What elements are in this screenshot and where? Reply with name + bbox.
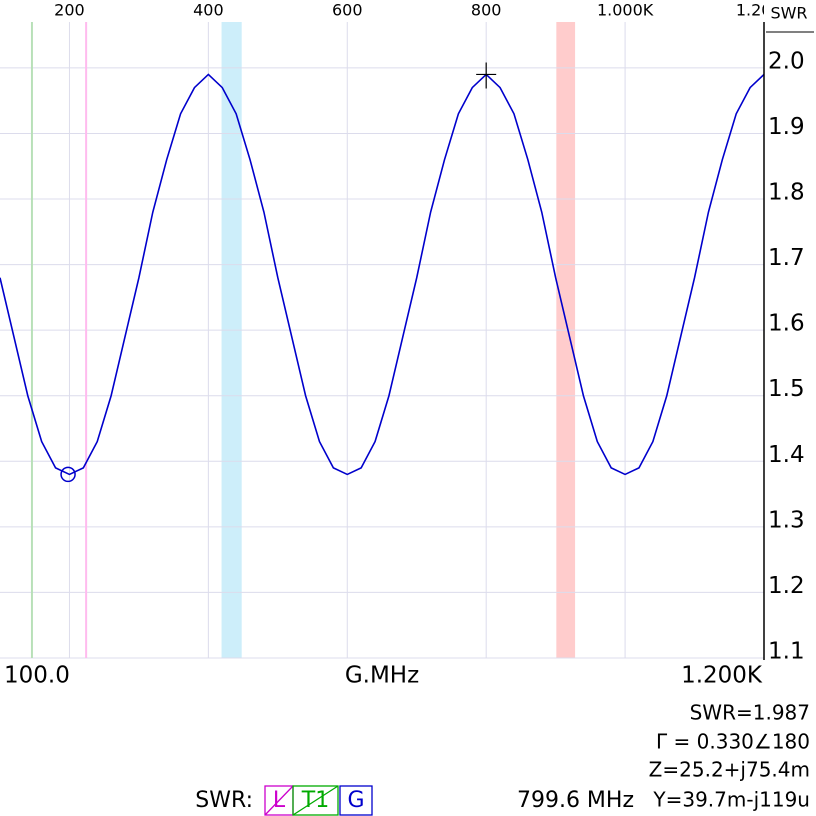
readout-gamma: Γ = 0.330∠180 — [656, 730, 810, 754]
x-tick-label: 800 — [471, 1, 502, 20]
legend: L T1 G — [264, 785, 373, 816]
band — [556, 22, 576, 658]
y-tick-label: 1.9 — [768, 114, 805, 140]
legend-box — [339, 785, 373, 816]
x-tick-label: 600 — [332, 1, 363, 20]
x-center-label: G.MHz — [345, 663, 419, 689]
top-axis: 200 400 600 800 1.000K 1.200K — [54, 1, 793, 20]
x-start-label: 100.0 — [4, 663, 70, 689]
x-tick-label: 1.000K — [597, 1, 654, 20]
legend-strike — [264, 785, 294, 816]
y-axis-label: SWR — [770, 4, 807, 23]
legend-box — [292, 785, 339, 816]
plot-area — [0, 22, 765, 659]
series-line — [0, 73, 765, 476]
marker — [60, 466, 76, 483]
x-end-label: 1.200K — [681, 663, 763, 689]
y-tick-label: 1.5 — [768, 376, 805, 402]
legend-strike — [292, 785, 339, 816]
band — [221, 22, 242, 658]
readout-y: Y=39.7m-j119u — [652, 788, 810, 812]
legend-label: T1 — [301, 788, 329, 813]
legend-title: SWR: — [195, 788, 253, 813]
legend-label: G — [347, 788, 364, 813]
y-tick-label: 1.2 — [768, 573, 805, 599]
y-tick-label: 1.1 — [768, 639, 805, 665]
y-tick-label: 1.7 — [768, 245, 805, 271]
x-tick-label: 200 — [54, 1, 85, 20]
y-tick-label: 1.6 — [768, 311, 805, 337]
x-tick-label: 1.200K — [736, 1, 793, 20]
readout-z: Z=25.2+j75.4m — [649, 758, 810, 782]
y-tick-label: 2.0 — [768, 48, 805, 74]
y-tick-label: 1.3 — [768, 507, 805, 533]
y-tick-label: 1.4 — [768, 442, 805, 468]
readout-swr: SWR=1.987 — [690, 701, 810, 725]
marker — [476, 62, 497, 89]
readout-freq: 799.6 MHz — [517, 788, 634, 813]
legend-label: L — [273, 788, 286, 813]
x-tick-label: 400 — [193, 1, 224, 20]
y-tick-label: 1.8 — [768, 180, 805, 206]
